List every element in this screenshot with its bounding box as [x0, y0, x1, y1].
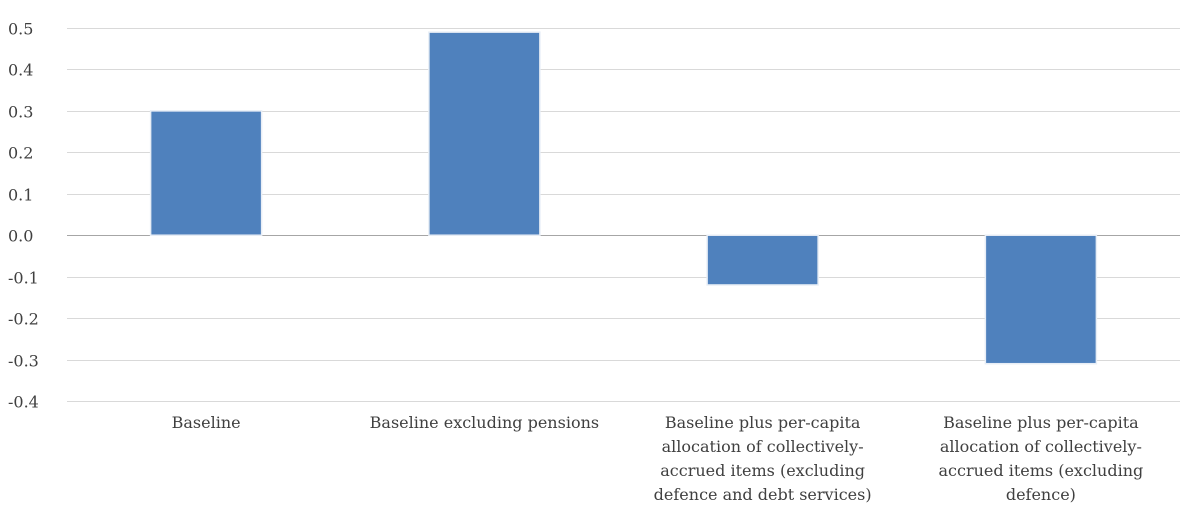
y-tick-label: -0.2 — [8, 310, 39, 329]
bar — [984, 234, 1098, 365]
bar — [706, 234, 819, 286]
y-tick-label: 0.1 — [8, 186, 33, 205]
x-category-label: Baseline plus per-capita allocation of co… — [654, 413, 872, 504]
y-tick-label: 0.4 — [8, 61, 33, 80]
bar — [428, 31, 541, 236]
bars — [149, 31, 1098, 365]
y-tick-label: 0.2 — [8, 144, 33, 163]
y-tick-label: -0.1 — [8, 269, 39, 288]
y-tick-label: 0.0 — [8, 227, 33, 246]
x-category-label: Baseline plus per-capita allocation of co… — [939, 413, 1144, 504]
y-tick-label: 0.5 — [8, 20, 33, 39]
y-tick-label: -0.4 — [8, 393, 39, 412]
bar — [149, 110, 263, 236]
y-axis-tick-labels: 0.5 0.4 0.3 0.2 0.1 0.0 -0.1 -0.2 -0.3 -0.4 — [8, 20, 39, 412]
y-tick-label: -0.3 — [8, 352, 39, 371]
x-axis-category-labels: Baseline Baseline excluding pensions Basel… — [172, 413, 1144, 504]
x-category-label: Baseline excluding pensions — [370, 413, 599, 432]
y-tick-label: 0.3 — [8, 103, 33, 122]
x-category-label: Baseline — [172, 413, 241, 432]
